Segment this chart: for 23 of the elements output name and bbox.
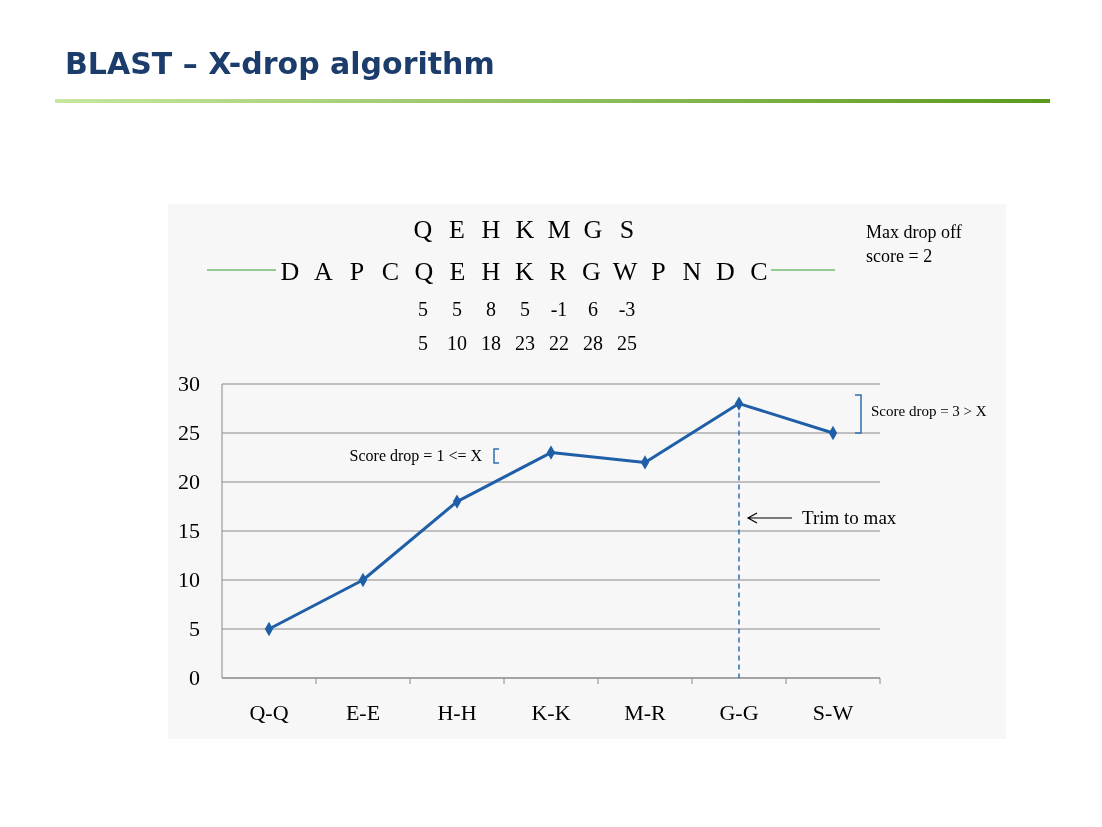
text: D A P C Q E H K R G W P N D C — [280, 257, 768, 286]
x-tick-label: Q-Q — [249, 700, 289, 725]
text: 5 5 8 5 -1 6 -3 — [418, 298, 636, 320]
y-tick-label: 10 — [178, 567, 200, 592]
x-tick-label: G-G — [719, 700, 759, 725]
annotation: Score drop = 1 <= X — [349, 447, 483, 465]
y-tick-label: 5 — [189, 616, 200, 641]
x-tick-label: E-E — [345, 700, 381, 725]
y-tick-label: 20 — [178, 469, 200, 494]
x-tick-label: H-H — [437, 700, 477, 725]
y-tick-label: 0 — [189, 665, 200, 690]
annotation: Trim to max — [802, 507, 897, 528]
y-tick-label: 15 — [178, 518, 200, 543]
y-tick-label: 30 — [178, 371, 200, 396]
x-tick-label: M-R — [624, 700, 667, 725]
x-tick-label: K-K — [531, 700, 571, 725]
text: 5 10 18 23 22 28 25 — [418, 332, 637, 354]
annotation: Score drop = 3 > X — [871, 403, 987, 419]
text: Q E H K M G S — [413, 215, 635, 244]
y-tick-label: 25 — [178, 420, 200, 445]
x-tick-label: S-W — [812, 700, 854, 725]
text: Max drop off score = 2 — [866, 222, 962, 266]
chart-title: BLAST – X-drop algorithm — [65, 46, 495, 81]
